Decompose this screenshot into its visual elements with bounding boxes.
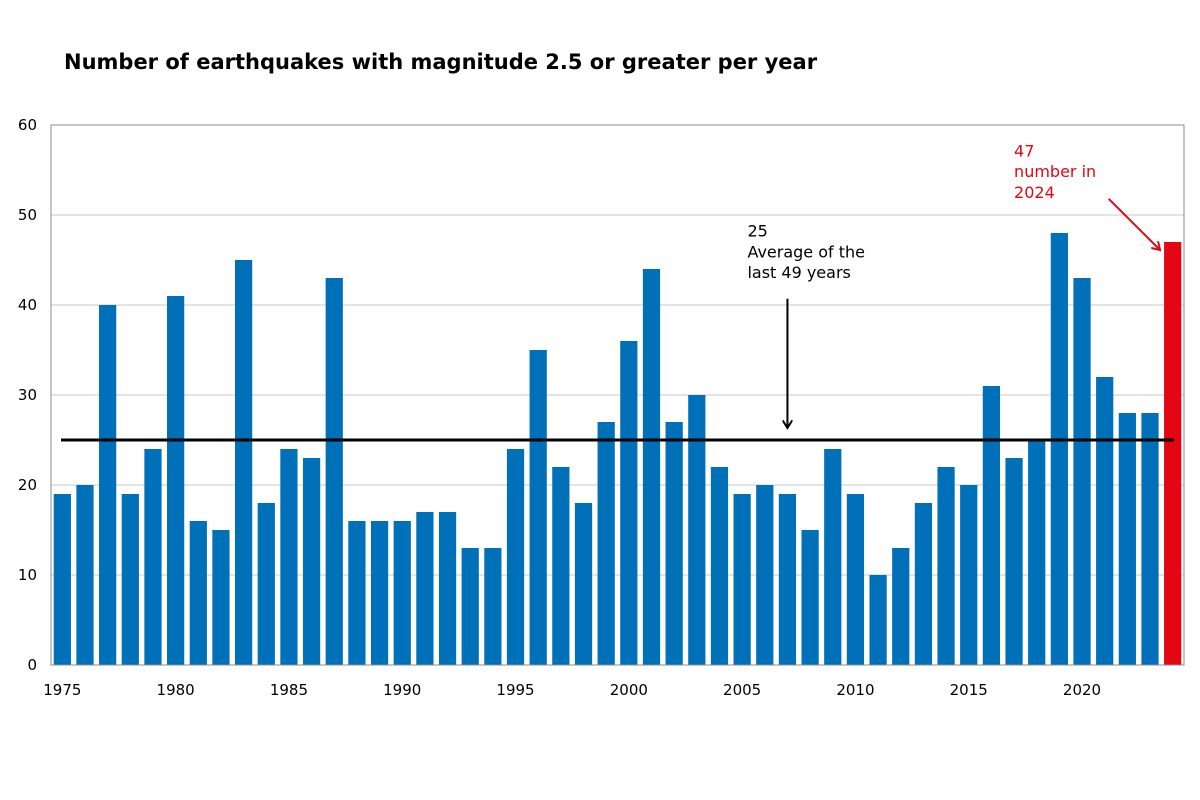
highlight-arrow (1107, 198, 1160, 250)
bar-2002 (665, 422, 683, 665)
x-tick-label: 2020 (1063, 681, 1101, 699)
bar-1982 (212, 530, 230, 665)
x-tick-label: 1980 (157, 681, 195, 699)
bar-2019 (1050, 233, 1068, 665)
bar-2010 (846, 494, 865, 665)
average-value-label: 25 (747, 222, 767, 241)
bar-1991 (416, 512, 434, 665)
bar-1977 (99, 305, 117, 665)
x-tick-label: 2000 (610, 681, 648, 699)
bar-1989 (370, 521, 389, 665)
bar-2012 (892, 548, 910, 665)
bar-2022 (1118, 413, 1136, 665)
y-tick-label: 20 (18, 476, 37, 494)
bar-1994 (484, 548, 502, 665)
bar-1993 (461, 548, 479, 665)
bar-1984 (257, 503, 275, 665)
bar-2003 (688, 395, 706, 665)
y-tick-label: 10 (18, 566, 37, 584)
chart-title: Number of earthquakes with magnitude 2.5… (64, 50, 818, 74)
x-tick-label: 2010 (836, 681, 874, 699)
bar-1978 (121, 494, 139, 665)
bar-1985 (280, 449, 298, 665)
highlight-value-label: 47 (1014, 142, 1034, 161)
bar-1998 (574, 503, 593, 665)
bar-1980 (167, 296, 185, 665)
bar-2023 (1141, 413, 1159, 665)
bar-2006 (756, 485, 774, 665)
bar-2017 (1005, 458, 1023, 665)
bar-2011 (869, 575, 887, 665)
y-tick-label: 60 (18, 116, 37, 134)
bar-2020 (1073, 278, 1091, 665)
bar-2018 (1028, 440, 1046, 665)
bar-1992 (438, 512, 457, 665)
bar-1987 (325, 278, 343, 665)
bar-1981 (189, 521, 207, 665)
y-tick-label: 50 (18, 206, 37, 224)
bar-2016 (982, 386, 1001, 665)
bar-2014 (937, 467, 955, 665)
bar-1979 (144, 449, 162, 665)
average-label-line-1: Average of the (747, 242, 865, 261)
bar-2000 (620, 341, 638, 665)
x-tick-label: 1985 (270, 681, 308, 699)
bar-2009 (824, 449, 842, 665)
bar-1983 (234, 260, 253, 665)
highlight-label-line-2: 2024 (1014, 183, 1055, 202)
y-tick-label: 30 (18, 386, 37, 404)
highlight-annotation: 47 number in 2024 (1014, 142, 1160, 251)
bar-2015 (960, 485, 978, 665)
bar-2021 (1096, 377, 1114, 665)
bar-1995 (506, 449, 525, 665)
bar-2005 (733, 494, 751, 665)
bar-2007 (778, 494, 797, 665)
bar-2004 (710, 467, 729, 665)
bars (53, 233, 1182, 665)
x-tick-label: 1975 (43, 681, 81, 699)
bar-2001 (642, 269, 661, 665)
bar-1999 (597, 422, 615, 665)
x-tick-label: 2005 (723, 681, 761, 699)
average-annotation: 25 Average of the last 49 years (747, 222, 865, 428)
bar-1996 (529, 350, 547, 665)
highlight-label-line-1: number in (1014, 162, 1096, 181)
x-axis-ticks: 1975 1980 1985 1990 1995 2000 2005 2010 2015 2020 (43, 681, 1101, 699)
y-tick-label: 40 (18, 296, 37, 314)
bar-1976 (76, 485, 94, 665)
average-label-line-2: last 49 years (747, 263, 850, 282)
y-axis-ticks: 0 10 20 30 40 50 60 (18, 116, 37, 674)
bar-2008 (801, 530, 819, 665)
x-tick-label: 1995 (496, 681, 534, 699)
bar-1990 (393, 521, 411, 665)
bar-1988 (348, 521, 366, 665)
x-tick-label: 2015 (950, 681, 988, 699)
bar-1986 (302, 458, 321, 665)
bar-1997 (552, 467, 570, 665)
bar-2024 (1164, 242, 1182, 665)
plot-frame (50, 124, 1185, 666)
x-tick-label: 1990 (383, 681, 421, 699)
bar-1975 (53, 494, 71, 665)
bar-2013 (914, 503, 933, 665)
y-tick-label: 0 (27, 656, 37, 674)
